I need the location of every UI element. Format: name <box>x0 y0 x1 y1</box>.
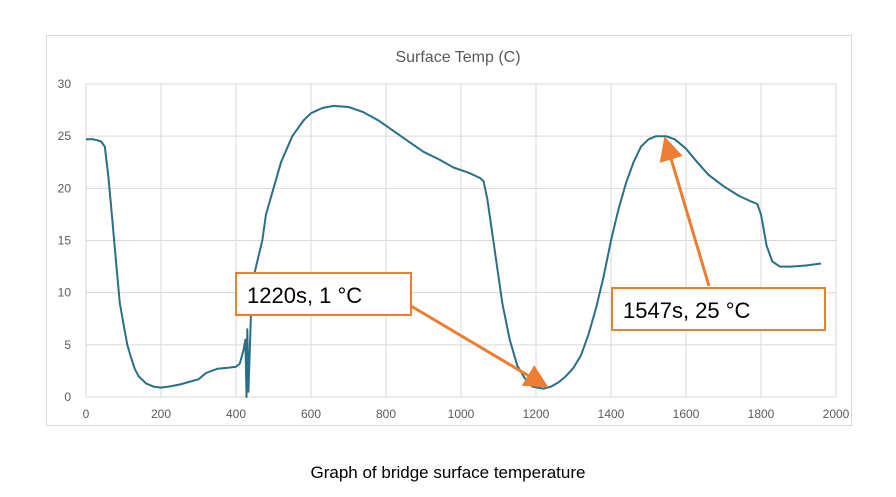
x-tick-label: 200 <box>151 407 171 421</box>
x-tick-label: 2000 <box>823 407 850 421</box>
annotation-label: 1220s, 1 °C <box>247 283 362 308</box>
x-tick-label: 800 <box>376 407 396 421</box>
x-tick-label: 400 <box>226 407 246 421</box>
series-line <box>86 104 822 398</box>
chart-title: Surface Temp (C) <box>395 49 520 66</box>
x-tick-label: 0 <box>83 407 90 421</box>
y-tick-label: 0 <box>64 390 71 404</box>
y-tick-label: 20 <box>58 181 72 195</box>
annotation-box <box>235 272 412 316</box>
annotation-label: 1547s, 25 °C <box>623 298 751 323</box>
x-tick-label: 1600 <box>673 407 700 421</box>
x-tick-label: 1000 <box>448 407 475 421</box>
y-tick-label: 5 <box>64 338 71 352</box>
line-chart: Surface Temp (C)0 200 400 600 800 1000 1200 140… <box>58 49 850 421</box>
y-tick-label: 10 <box>58 286 72 300</box>
x-tick-label: 1200 <box>523 407 550 421</box>
x-tick-label: 600 <box>301 407 321 421</box>
annotation-box <box>611 287 826 331</box>
x-tick-label: 1800 <box>748 407 775 421</box>
y-tick-label: 30 <box>58 77 72 91</box>
annotation-arrow <box>410 304 549 388</box>
x-tick-label: 1400 <box>598 407 625 421</box>
y-tick-label: 15 <box>58 234 72 248</box>
y-tick-label: 25 <box>58 129 72 143</box>
annotation-arrow <box>659 136 711 287</box>
chart-frame <box>46 35 852 426</box>
figure-caption: Graph of bridge surface temperature <box>310 463 586 482</box>
